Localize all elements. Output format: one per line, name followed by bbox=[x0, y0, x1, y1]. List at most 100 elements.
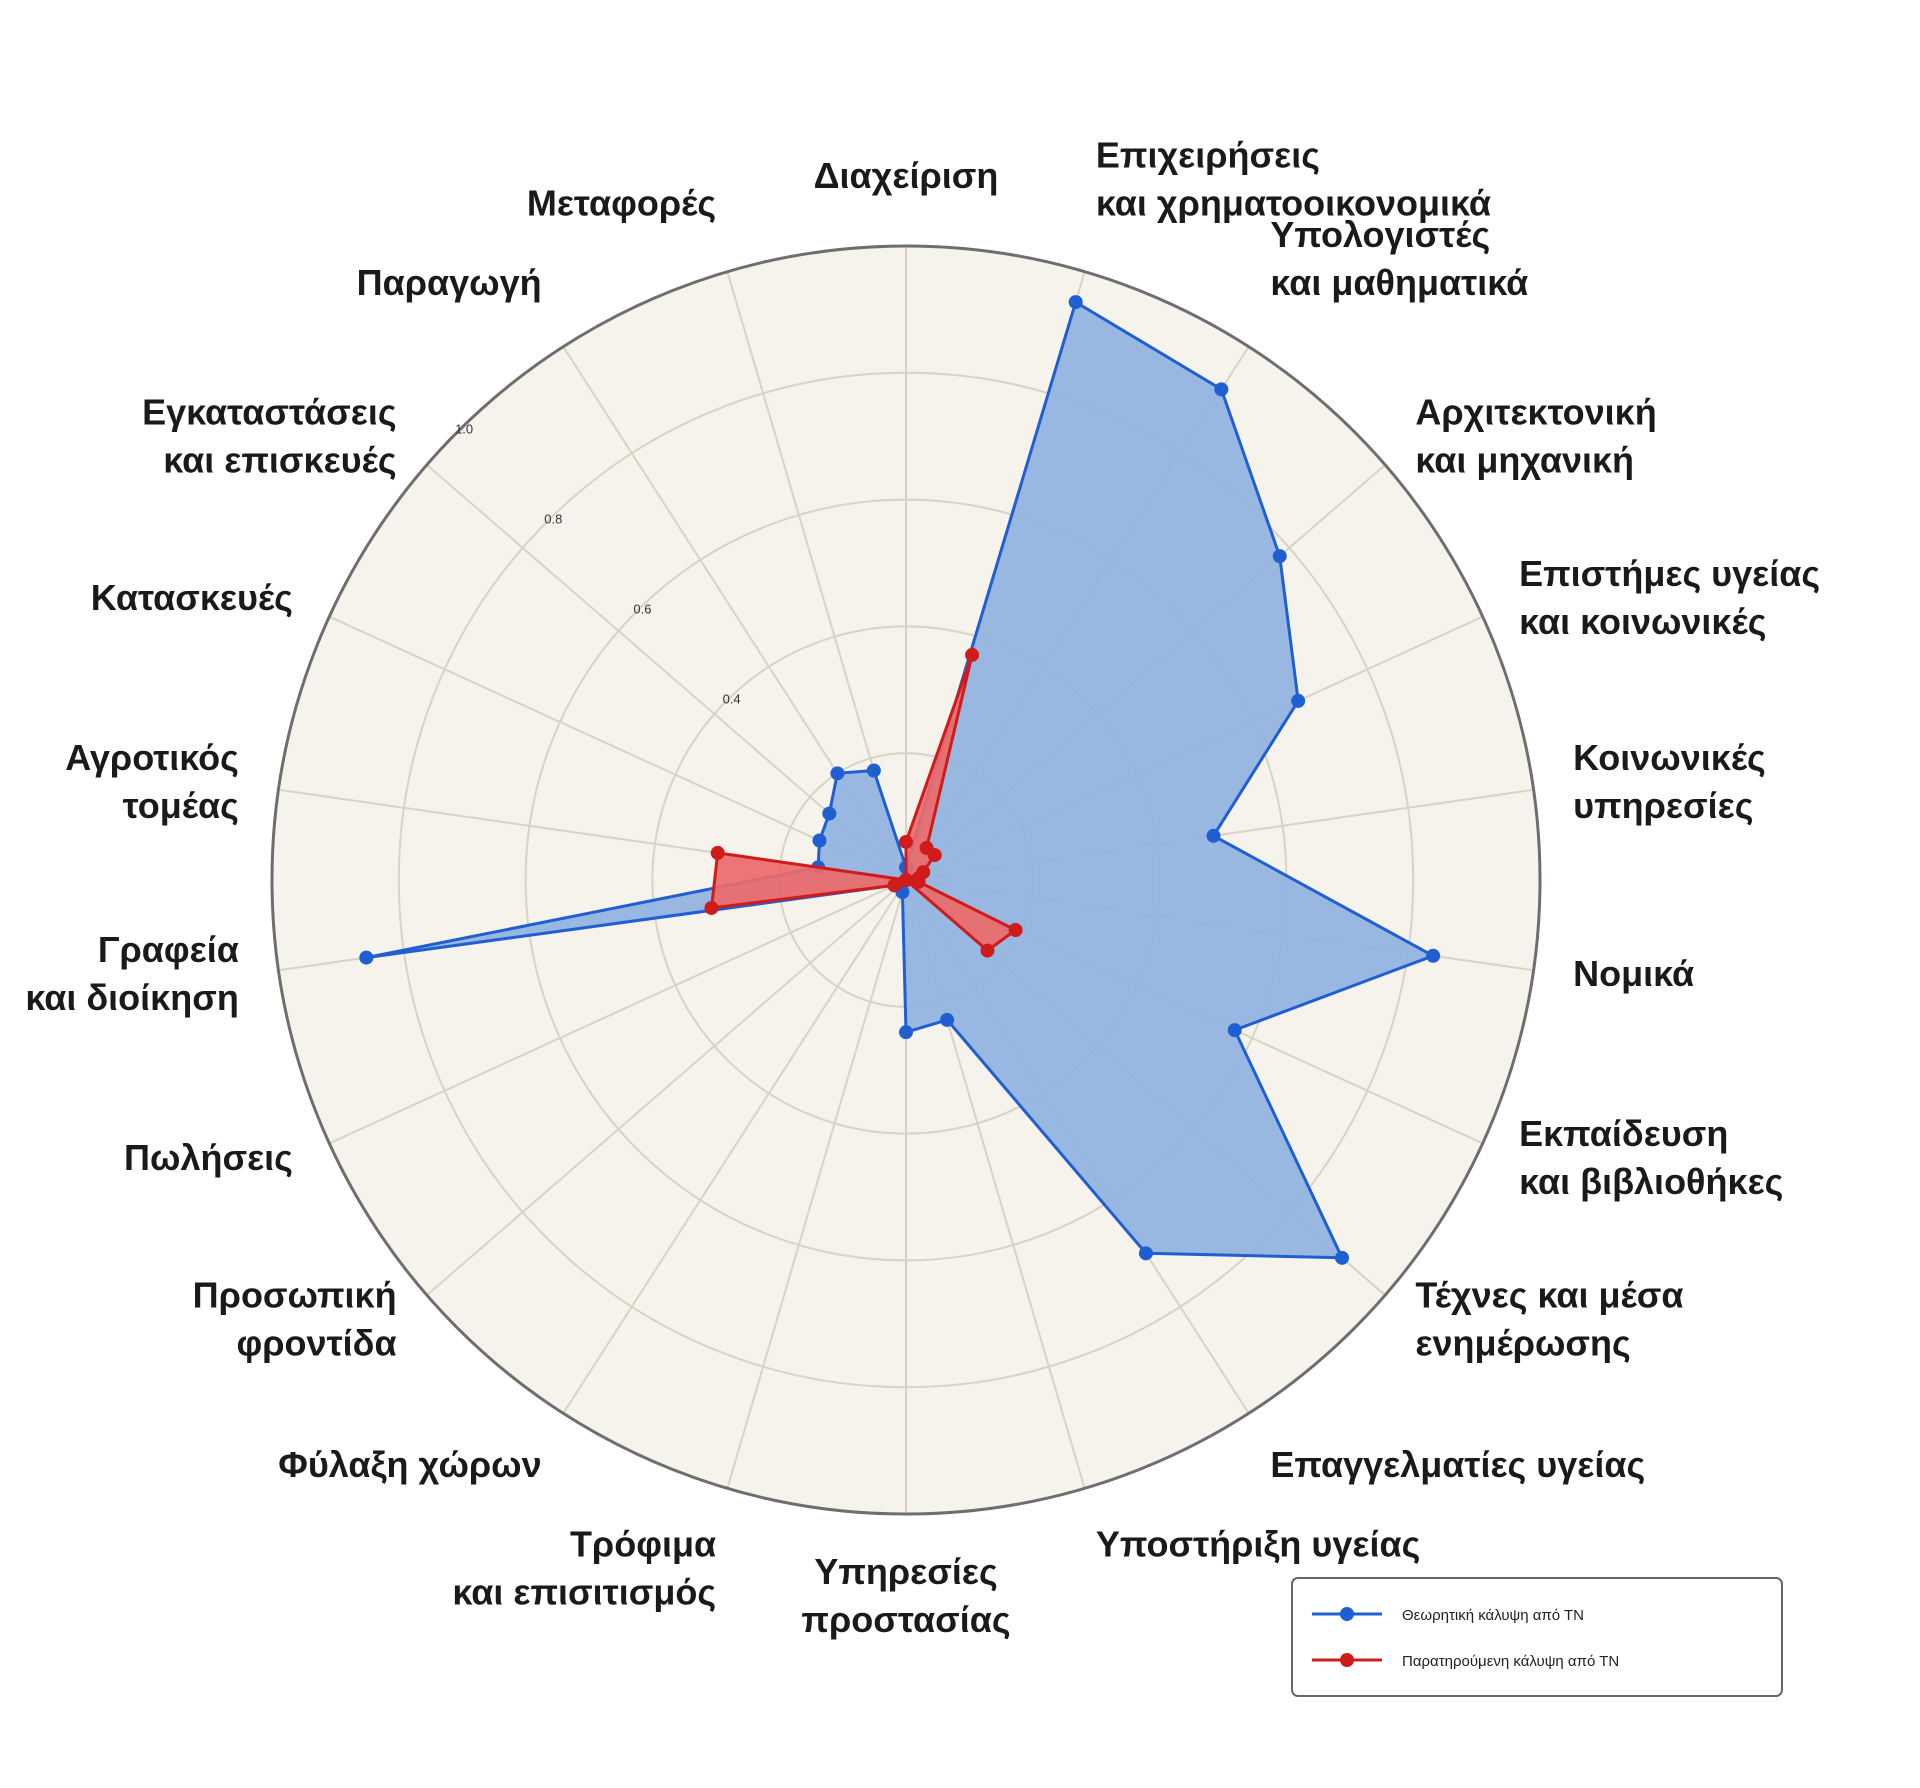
legend-label: Θεωρητική κάλυψη από ΤΝ bbox=[1402, 1607, 1584, 1624]
series-1 bbox=[359, 295, 1441, 1265]
category-label: Νομικά bbox=[1573, 953, 1694, 994]
series-point bbox=[1272, 549, 1287, 564]
category-labels: Διαχείριση Επιχειρήσεις και χρηματοοικονομ… bbox=[25, 134, 1820, 1640]
grid-spoke bbox=[426, 879, 907, 1296]
category-label-line: Μεταφορές bbox=[527, 182, 716, 223]
series-point bbox=[359, 950, 374, 965]
category-label-line: και μαθηματικά bbox=[1270, 262, 1528, 303]
legend-marker bbox=[1340, 1653, 1354, 1667]
series-point bbox=[1214, 382, 1229, 397]
category-label: Φύλαξη χώρων bbox=[278, 1444, 541, 1485]
category-label: Παραγωγή bbox=[357, 262, 542, 303]
category-label: Εγκαταστάσεις και επισκευές bbox=[142, 392, 397, 481]
category-label-line: ενημέρωσης bbox=[1415, 1322, 1630, 1363]
series-point bbox=[899, 834, 913, 849]
category-label-line: τομέας bbox=[123, 785, 239, 826]
category-label-line: Επιστήμες υγείας bbox=[1519, 553, 1820, 594]
category-label: Επαγγελματίες υγείας bbox=[1270, 1444, 1645, 1485]
category-label-line: Υπολογιστές bbox=[1270, 214, 1490, 255]
series-point bbox=[812, 833, 827, 848]
category-label-line: Υποστήριξη υγείας bbox=[1096, 1524, 1420, 1565]
category-label: Γραφεία και διοίκηση bbox=[25, 929, 239, 1018]
category-label-line: προστασίας bbox=[801, 1599, 1010, 1640]
series-point bbox=[1008, 923, 1023, 938]
category-label-line: Παραγωγή bbox=[357, 262, 542, 303]
category-label: Τέχνες και μέσα ενημέρωσης bbox=[1415, 1274, 1683, 1363]
series-point bbox=[1335, 1250, 1350, 1265]
series-point bbox=[980, 943, 995, 958]
series-point bbox=[899, 1025, 913, 1040]
radial-tick-label: 0.6 bbox=[633, 602, 651, 617]
series-point bbox=[965, 647, 980, 662]
category-label-line: Νομικά bbox=[1573, 953, 1694, 994]
category-label-line: και διοίκηση bbox=[25, 977, 239, 1018]
category-label-line: Τρόφιμα bbox=[570, 1524, 716, 1565]
series-point bbox=[822, 806, 837, 821]
series-point bbox=[1227, 1023, 1242, 1038]
category-label-line: Επαγγελματίες υγείας bbox=[1270, 1444, 1645, 1485]
category-label: Κατασκευές bbox=[91, 577, 293, 618]
category-label: Εκπαίδευση και βιβλιοθήκες bbox=[1519, 1113, 1783, 1202]
series-point bbox=[710, 845, 725, 860]
radial-tick-label: 0.8 bbox=[544, 511, 562, 526]
category-label: Επιστήμες υγείας και κοινωνικές bbox=[1519, 553, 1820, 642]
category-label-line: Γραφεία bbox=[98, 929, 239, 970]
radial-tick-label: 1.0 bbox=[455, 421, 473, 436]
category-label-line: Τέχνες και μέσα bbox=[1415, 1274, 1683, 1315]
category-label-line: και χρηματοοικονομικά bbox=[1096, 182, 1491, 223]
category-label: Πωλήσεις bbox=[124, 1137, 293, 1178]
legend-marker bbox=[1340, 1607, 1354, 1621]
series-point bbox=[927, 848, 942, 863]
series-point bbox=[1206, 828, 1221, 843]
category-label-line: και κοινωνικές bbox=[1519, 601, 1766, 642]
category-label-line: Εγκαταστάσεις bbox=[142, 392, 397, 433]
category-label: Υπηρεσίες προστασίας bbox=[801, 1551, 1010, 1640]
series-point bbox=[1068, 295, 1083, 310]
category-label-line: Επιχειρήσεις bbox=[1096, 134, 1320, 175]
series-point bbox=[1426, 948, 1441, 963]
category-label: Επιχειρήσεις και χρηματοοικονομικά bbox=[1096, 134, 1491, 223]
category-label: Τρόφιμα και επισιτισμός bbox=[452, 1524, 716, 1613]
category-label-line: Προσωπική bbox=[193, 1274, 397, 1315]
category-label: Προσωπική φροντίδα bbox=[193, 1274, 397, 1363]
category-label: Υπολογιστές και μαθηματικά bbox=[1270, 214, 1528, 303]
category-label-line: και μηχανική bbox=[1415, 440, 1634, 481]
category-label-line: και επισιτισμός bbox=[452, 1572, 716, 1613]
category-label-line: Διαχείριση bbox=[814, 155, 999, 196]
category-label: Διαχείριση bbox=[814, 155, 999, 196]
series-point bbox=[866, 763, 881, 778]
category-label-line: Κοινωνικές bbox=[1573, 737, 1766, 778]
category-label: Αρχιτεκτονική και μηχανική bbox=[1415, 392, 1656, 481]
category-label-line: Φύλαξη χώρων bbox=[278, 1444, 541, 1485]
category-label-line: φροντίδα bbox=[237, 1322, 397, 1363]
series-point bbox=[830, 766, 845, 781]
series-point bbox=[940, 1012, 955, 1027]
legend-box bbox=[1291, 1577, 1783, 1697]
series-point bbox=[899, 873, 913, 887]
grid-spoke bbox=[726, 879, 907, 1489]
category-label-line: και επισκευές bbox=[163, 440, 396, 481]
radial-tick-label: 0.4 bbox=[723, 692, 741, 707]
category-label: Κοινωνικές υπηρεσίες bbox=[1573, 737, 1766, 826]
category-label-line: και βιβλιοθήκες bbox=[1519, 1161, 1783, 1202]
legend-label: Παρατηρούμενη κάλυψη από ΤΝ bbox=[1402, 1653, 1619, 1670]
series-point bbox=[1291, 693, 1306, 708]
outer-axis-circle bbox=[270, 244, 1542, 1516]
category-label: Αγροτικός τομέας bbox=[65, 737, 239, 826]
category-label-line: Αγροτικός bbox=[65, 737, 239, 778]
category-label: Μεταφορές bbox=[527, 182, 716, 223]
category-label-line: Υπηρεσίες bbox=[814, 1551, 997, 1592]
category-label-line: Πωλήσεις bbox=[124, 1137, 293, 1178]
series-area bbox=[364, 300, 1435, 1260]
series-point bbox=[887, 878, 902, 893]
category-label-line: Κατασκευές bbox=[91, 577, 293, 618]
category-label: Υποστήριξη υγείας bbox=[1096, 1524, 1420, 1565]
series-point bbox=[704, 900, 719, 915]
category-label-line: Αρχιτεκτονική bbox=[1415, 392, 1656, 433]
category-label-line: Εκπαίδευση bbox=[1519, 1113, 1728, 1154]
series-2 bbox=[704, 647, 1023, 958]
category-label-line: υπηρεσίες bbox=[1573, 785, 1753, 826]
grid-spoke bbox=[328, 615, 907, 881]
